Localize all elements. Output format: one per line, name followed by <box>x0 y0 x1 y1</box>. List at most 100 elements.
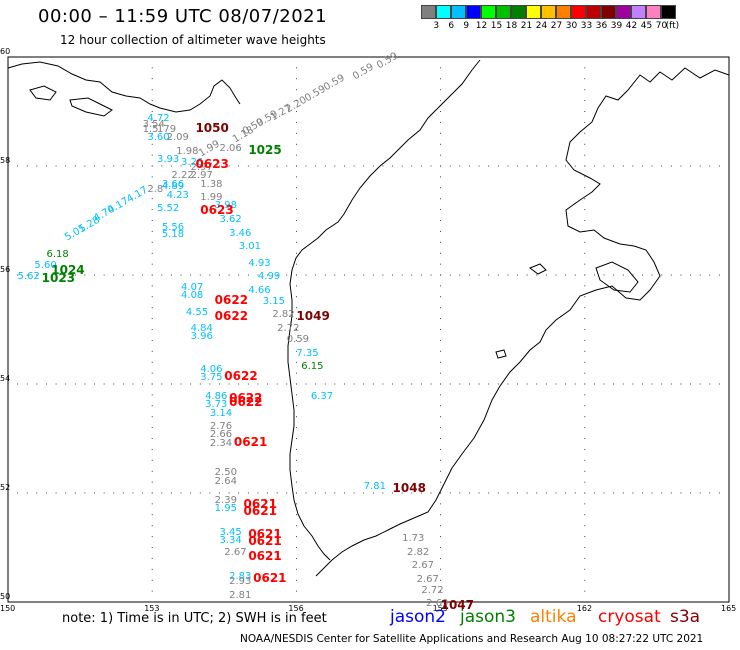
grid-dot <box>334 383 336 385</box>
colorbar-cell-8 <box>541 5 556 19</box>
swh-label: 3.46 <box>229 227 252 239</box>
grid-dot <box>574 601 576 603</box>
grid-dot <box>151 89 153 91</box>
colorbar-cell-12 <box>601 5 616 19</box>
grid-dot <box>459 56 461 58</box>
grid-dot <box>411 601 413 603</box>
grid-dot <box>459 274 461 276</box>
grid-dot <box>151 361 153 363</box>
grid-dot <box>440 100 442 102</box>
grid-dot <box>584 111 586 112</box>
grid-dot <box>603 492 605 494</box>
grid-dot <box>574 383 576 385</box>
grid-dot <box>555 274 557 276</box>
pass-time-label: 1049 <box>296 309 330 324</box>
grid-dot <box>584 176 586 178</box>
grid-dot <box>209 165 211 167</box>
grid-dot <box>7 514 9 516</box>
grid-dot <box>526 383 528 385</box>
grid-dot <box>440 514 442 516</box>
grid-dot <box>218 274 220 276</box>
grid-dot <box>7 285 9 287</box>
colorbar-tick: (ft) <box>665 21 680 31</box>
grid-dot <box>440 56 442 58</box>
grid-dot <box>7 448 9 450</box>
grid-dot <box>363 165 365 167</box>
grid-dot <box>440 416 442 418</box>
grid-dot <box>584 459 586 461</box>
grid-dot <box>7 154 9 156</box>
grid-dot <box>295 274 297 276</box>
swh-label: 4.06 <box>200 363 223 375</box>
grid-dot <box>84 165 86 167</box>
grid-dot <box>324 492 326 494</box>
grid-dot <box>103 56 105 58</box>
grid-dot <box>440 372 442 374</box>
grid-dot <box>728 230 730 232</box>
grid-dot <box>295 394 297 396</box>
grid-dot <box>420 492 422 494</box>
grid-dot <box>36 601 38 603</box>
x-tick-label: 162 <box>576 604 593 613</box>
grid-dot <box>7 209 9 211</box>
grid-dot <box>488 383 490 385</box>
grid-dot <box>440 296 442 298</box>
grid-dot <box>411 165 413 167</box>
grid-dot <box>507 383 509 385</box>
swh-label: 6.18 <box>46 249 69 261</box>
grid-dot <box>132 492 134 494</box>
swh-label: 2.34 <box>209 437 233 449</box>
colorbar-cell-1 <box>436 5 451 19</box>
grid-dot <box>7 503 9 505</box>
grid-dot <box>26 165 28 167</box>
grid-dot <box>65 165 67 167</box>
grid-dot <box>728 296 730 298</box>
grid-dot <box>613 274 615 276</box>
grid-dot <box>295 318 297 320</box>
grid-dot <box>440 274 442 276</box>
grid-dot <box>334 492 336 494</box>
grid-dot <box>709 165 711 167</box>
grid-dot <box>151 557 153 559</box>
grid-dot <box>257 56 259 58</box>
x-tick-label: 150 <box>0 604 16 613</box>
grid-dot <box>151 394 153 396</box>
grid-dot <box>305 383 307 385</box>
swh-label: 5.56 <box>161 222 185 234</box>
grid-dot <box>7 230 9 232</box>
grid-dot <box>392 165 394 167</box>
grid-dot <box>488 165 490 167</box>
grid-dot <box>632 383 634 385</box>
grid-dot <box>84 601 86 603</box>
grid-dot <box>295 459 297 461</box>
grid-dot <box>440 361 442 363</box>
island-outline-3 <box>595 261 639 293</box>
grid-dot <box>199 56 201 58</box>
y-tick-label: 56 <box>0 265 11 274</box>
grid-dot <box>151 187 153 189</box>
grid-dot <box>430 492 432 494</box>
grid-dot <box>728 372 730 374</box>
grid-dot <box>728 492 730 494</box>
grid-dot <box>122 56 124 58</box>
grid-dot <box>699 56 701 58</box>
grid-dot <box>584 503 586 505</box>
swh-label: 4.72 <box>147 113 170 125</box>
grid-dot <box>295 416 297 418</box>
grid-dot <box>295 481 297 483</box>
grid-dot <box>661 383 663 385</box>
x-tick-label: 165 <box>721 604 737 613</box>
grid-dot <box>603 383 605 385</box>
grid-dot <box>584 154 586 156</box>
grid-dot <box>363 601 365 603</box>
grid-dot <box>199 274 201 276</box>
grid-dot <box>238 165 240 167</box>
grid-dot <box>584 481 586 483</box>
pass-time-label: 0622 <box>229 394 263 409</box>
grid-dot <box>545 383 547 385</box>
grid-dot <box>353 165 355 167</box>
grid-dot <box>401 601 403 603</box>
grid-dot <box>257 492 259 494</box>
grid-dot <box>584 536 586 538</box>
grid-dot <box>728 459 730 461</box>
